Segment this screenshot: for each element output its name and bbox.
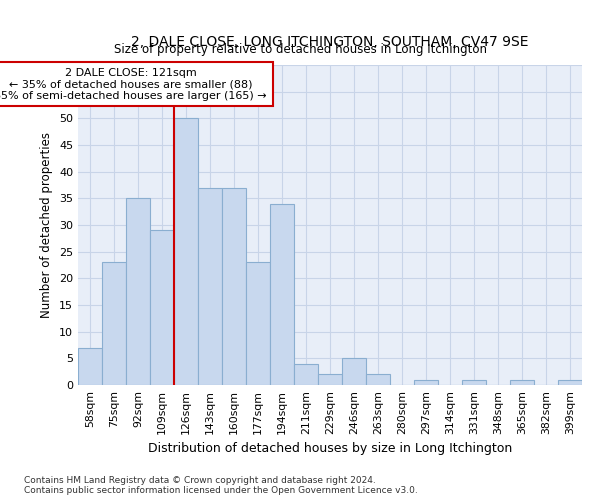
Bar: [510, 380, 534, 385]
Y-axis label: Number of detached properties: Number of detached properties: [40, 132, 53, 318]
Bar: [462, 380, 486, 385]
Title: 2, DALE CLOSE, LONG ITCHINGTON, SOUTHAM, CV47 9SE: 2, DALE CLOSE, LONG ITCHINGTON, SOUTHAM,…: [131, 34, 529, 48]
X-axis label: Distribution of detached houses by size in Long Itchington: Distribution of detached houses by size …: [148, 442, 512, 455]
Bar: [558, 380, 582, 385]
Bar: [270, 204, 294, 385]
Bar: [126, 198, 150, 385]
Bar: [366, 374, 390, 385]
Bar: [342, 358, 366, 385]
Text: 2 DALE CLOSE: 121sqm
← 35% of detached houses are smaller (88)
65% of semi-detac: 2 DALE CLOSE: 121sqm ← 35% of detached h…: [0, 68, 267, 101]
Bar: [174, 118, 198, 385]
Bar: [414, 380, 438, 385]
Bar: [150, 230, 174, 385]
Text: Contains HM Land Registry data © Crown copyright and database right 2024.
Contai: Contains HM Land Registry data © Crown c…: [24, 476, 418, 495]
Text: Size of property relative to detached houses in Long Itchington: Size of property relative to detached ho…: [113, 42, 487, 56]
Bar: [102, 262, 126, 385]
Bar: [318, 374, 342, 385]
Bar: [222, 188, 246, 385]
Bar: [78, 348, 102, 385]
Bar: [294, 364, 318, 385]
Bar: [246, 262, 270, 385]
Bar: [198, 188, 222, 385]
